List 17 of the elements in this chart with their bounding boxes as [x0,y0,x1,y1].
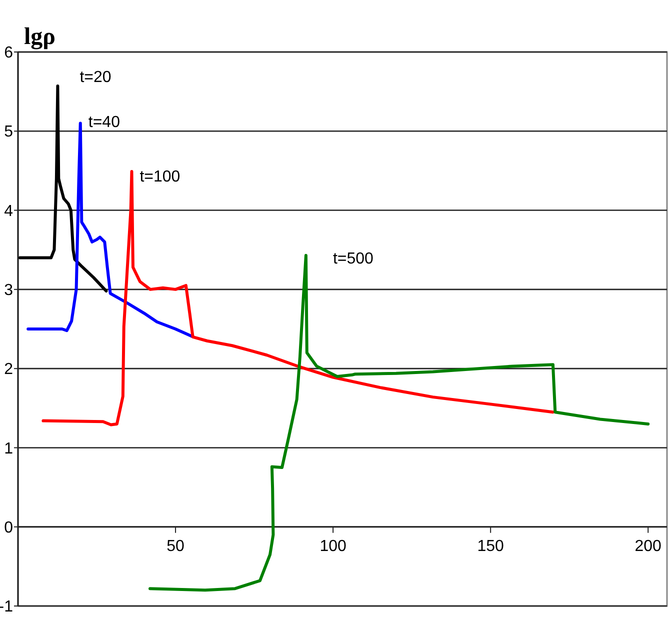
series-label: t=500 [332,250,374,268]
line-series [42,170,554,426]
x-tick-label: 50 [166,538,185,555]
y-tick-label: 3 [4,282,14,300]
y-tick-label: 1 [4,440,14,458]
series-label: t=100 [140,168,180,186]
y-tick-label: 6 [4,44,14,62]
series-label: t=40 [88,114,120,132]
x-tick-label: 200 [634,538,662,555]
y-tick-label: 2 [4,361,14,378]
y-tick-label: 0 [4,519,14,536]
y-tick-label: 4 [4,202,14,220]
x-tick-label: 150 [477,538,504,555]
y-axis-title: lgρ [24,24,56,50]
series-label: t=20 [80,69,112,86]
x-tick-label: 100 [320,538,346,555]
y-tick-label: 5 [4,124,14,141]
